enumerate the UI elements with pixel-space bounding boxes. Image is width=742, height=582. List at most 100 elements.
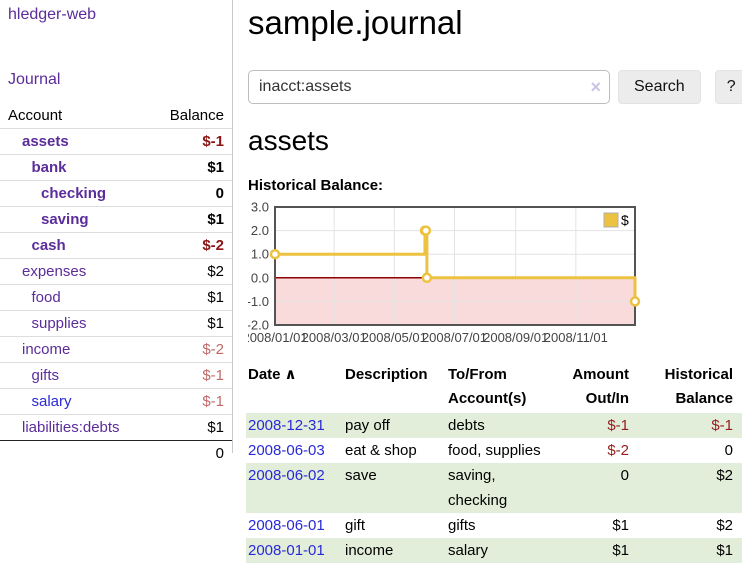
account-row: assets $-1	[0, 128, 232, 155]
svg-text:2008/03/01: 2008/03/01	[302, 330, 367, 345]
account-link-checking[interactable]: checking	[41, 185, 107, 202]
register-accounts: salary	[448, 542, 489, 559]
accounts-header-balance: Balance	[169, 107, 224, 124]
svg-text:3.0: 3.0	[251, 200, 269, 215]
account-row: food $1	[0, 284, 232, 311]
chart-label: Historical Balance:	[248, 177, 384, 194]
account-link-gifts[interactable]: gifts	[31, 367, 60, 384]
svg-text:$: $	[621, 212, 629, 228]
register-date: 2008-12-31	[246, 413, 343, 438]
register-amount: $1	[612, 517, 629, 534]
account-row: gifts $-1	[0, 362, 232, 389]
svg-text:0.0: 0.0	[251, 270, 269, 285]
account-balance: $-1	[140, 128, 232, 155]
search-button[interactable]: Search	[618, 70, 701, 104]
accounts-total: 0	[140, 440, 232, 466]
account-row: checking 0	[0, 180, 232, 207]
account-page-title: assets	[248, 125, 329, 156]
account-row: supplies $1	[0, 310, 232, 337]
sidebar-item-journal[interactable]: Journal	[8, 71, 61, 88]
clear-search-icon[interactable]: ×	[590, 77, 601, 97]
account-link-salary[interactable]: salary	[31, 393, 72, 410]
register-amount: $-1	[607, 417, 629, 434]
main-content: sample.journal × Search ? assets Histori…	[242, 0, 742, 582]
page-title: sample.journal	[248, 4, 463, 41]
search-box: ×	[248, 70, 610, 104]
register-accounts: gifts	[448, 517, 476, 534]
register-description: pay off	[345, 417, 390, 434]
register-balance: 0	[724, 442, 733, 459]
register-amount: 0	[620, 467, 629, 484]
account-link-saving[interactable]: saving	[41, 211, 89, 228]
sidebar: hledger-web Journal Account Balance asse…	[0, 0, 233, 466]
register-header-historical balance[interactable]: Historical Balance	[664, 366, 733, 407]
account-link-income[interactable]: income	[22, 341, 71, 358]
register-header-row: Date ∧ Description To/From Account(s) Amount…	[246, 363, 742, 413]
register-balance: $1	[716, 542, 733, 559]
svg-text:2.0: 2.0	[251, 223, 269, 238]
account-balance: $1	[140, 154, 232, 181]
svg-text:2008/07/01: 2008/07/01	[422, 330, 487, 345]
register-header-to/from account(s)[interactable]: To/From Account(s)	[448, 366, 527, 407]
account-link-food[interactable]: food	[31, 289, 61, 306]
account-link-liabilities-debts[interactable]: liabilities:debts	[22, 419, 120, 436]
register-balance: $2	[716, 517, 733, 534]
account-row: salary $-1	[0, 388, 232, 415]
accounts-header-account: Account	[8, 107, 63, 124]
svg-text:2008/09/01: 2008/09/01	[483, 330, 548, 345]
register-date-link[interactable]: 2008-06-03	[248, 442, 325, 459]
register-date-link[interactable]: 2008-01-01	[248, 542, 325, 559]
register-row: 2008-06-01 gift gifts $1 $2	[246, 513, 742, 538]
register-balance: $-1	[711, 417, 733, 434]
historical-balance-chart: $3.0 2.0 1.0 0.0 -1.0 -2.02008/01/012008/03/0…	[242, 200, 641, 345]
register-date: 2008-01-01	[246, 538, 343, 563]
register-date-link[interactable]: 2008-06-02	[248, 467, 325, 484]
account-balance: $-2	[140, 232, 232, 259]
register-date-link[interactable]: 2008-12-31	[248, 417, 325, 434]
register-accounts: saving, checking	[448, 467, 508, 509]
register-row: 2008-01-01 income salary $1 $1	[246, 538, 742, 563]
svg-text:2008/01/01: 2008/01/01	[248, 330, 308, 345]
search-form: × Search ?	[248, 70, 742, 104]
register-date: 2008-06-03	[246, 438, 343, 463]
chart-container: $3.0 2.0 1.0 0.0 -1.0 -2.0 2008/01/01 2008/03/0…	[242, 196, 742, 352]
account-row: liabilities:debts $1	[0, 414, 232, 441]
account-row: saving $1	[0, 206, 232, 233]
account-balance: $-1	[140, 362, 232, 389]
chart-legend: $	[603, 212, 629, 228]
account-row: expenses $2	[0, 258, 232, 285]
register-date: 2008-06-02	[246, 463, 343, 513]
account-balance: $2	[140, 258, 232, 285]
svg-text:-2.0: -2.0	[248, 318, 269, 333]
register-date: 2008-06-01	[246, 513, 343, 538]
search-input[interactable]	[248, 70, 610, 104]
register-row: 2008-06-02 save saving, checking 0 $2	[246, 463, 742, 513]
register-header-amount out/in[interactable]: Amount Out/In	[572, 366, 629, 407]
account-link-cash[interactable]: cash	[31, 237, 66, 254]
account-balance: $-2	[140, 336, 232, 363]
account-row: bank $1	[0, 154, 232, 181]
svg-text:2008/05/01: 2008/05/01	[362, 330, 427, 345]
register-header-description[interactable]: Description	[345, 366, 428, 383]
svg-text:1.0: 1.0	[251, 247, 269, 262]
register-balance: $2	[716, 467, 733, 484]
account-balance: $1	[140, 206, 232, 233]
account-link-bank[interactable]: bank	[31, 159, 67, 176]
account-balance: $1	[140, 310, 232, 337]
account-link-supplies[interactable]: supplies	[31, 315, 87, 332]
accounts-header-row: Account Balance	[0, 103, 232, 129]
register-description: gift	[345, 517, 366, 534]
register-header-date[interactable]: Date ∧	[248, 366, 297, 383]
help-button[interactable]: ?	[714, 70, 742, 104]
account-row: cash $-2	[0, 232, 232, 259]
account-link-assets[interactable]: assets	[22, 133, 69, 150]
register-description: income	[345, 542, 394, 559]
svg-text:-1.0: -1.0	[248, 294, 269, 309]
accounts-total-row: 0	[0, 440, 232, 466]
register-accounts: debts	[448, 417, 485, 434]
register-row: 2008-12-31 pay off debts $-1 $-1	[246, 413, 742, 438]
register-date-link[interactable]: 2008-06-01	[248, 517, 325, 534]
register-description: save	[345, 467, 377, 484]
account-link-expenses[interactable]: expenses	[22, 263, 87, 280]
app-title-link[interactable]: hledger-web	[8, 6, 97, 23]
